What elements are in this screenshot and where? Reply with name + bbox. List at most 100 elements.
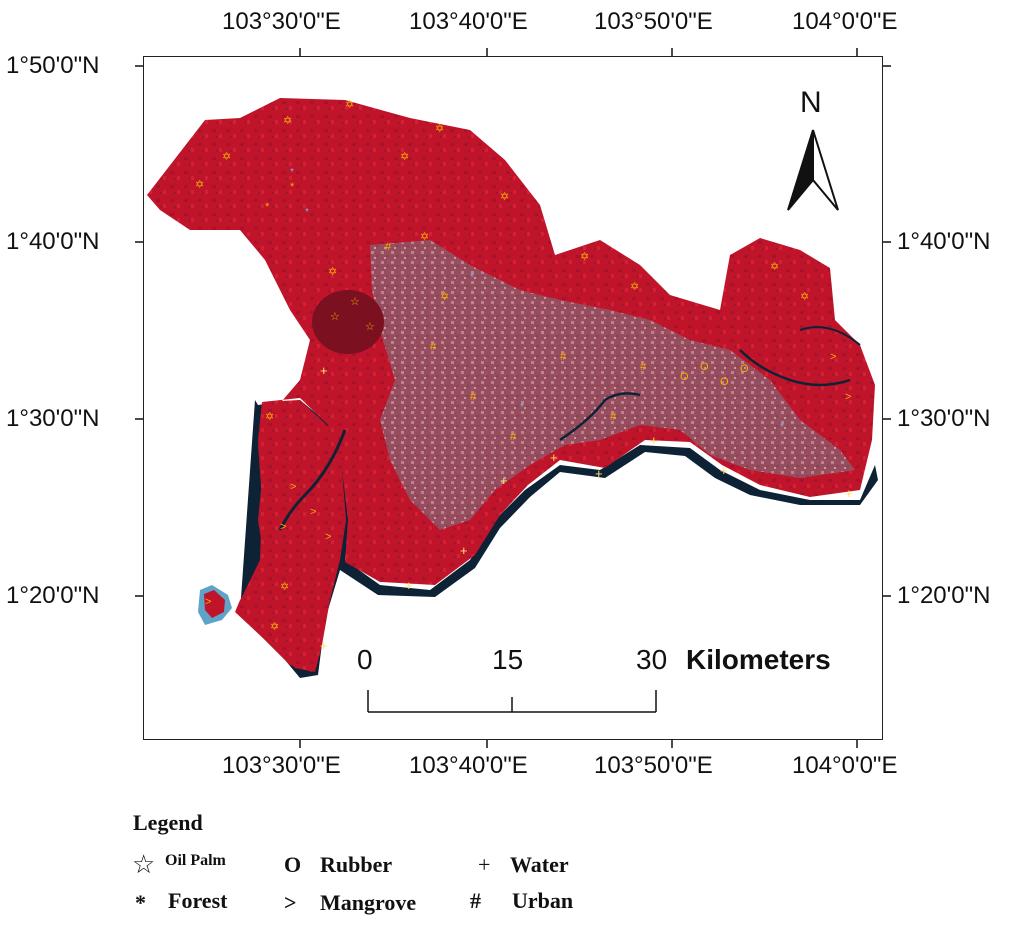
legend-label-urban: Urban bbox=[512, 888, 574, 913]
blue-point: * bbox=[305, 207, 309, 218]
water-point: + bbox=[500, 473, 508, 488]
sample-point: # bbox=[610, 411, 617, 423]
blue-point: * bbox=[290, 167, 294, 178]
water-point: + bbox=[320, 363, 328, 378]
greater-than-icon: > bbox=[284, 890, 297, 915]
sample-point: ☆ bbox=[365, 321, 375, 333]
peninsula-south-west bbox=[238, 400, 346, 672]
forest-patch bbox=[312, 290, 384, 354]
lat-label-right: 1°30'0"N bbox=[897, 405, 991, 432]
sample-point: # bbox=[470, 391, 477, 403]
sample-point: > bbox=[205, 596, 211, 608]
hash-icon: # bbox=[470, 888, 481, 913]
blue-point: * bbox=[520, 402, 524, 413]
legend-label-forest: Forest bbox=[168, 888, 228, 913]
sample-point: ☆ bbox=[350, 296, 360, 308]
sample-point: # bbox=[560, 351, 567, 363]
lat-label-right: 1°40'0"N bbox=[897, 228, 991, 255]
water-point: + bbox=[405, 578, 413, 593]
sample-point: # bbox=[385, 241, 392, 253]
sample-point: > bbox=[290, 481, 296, 493]
scale-label: 15 bbox=[492, 644, 524, 675]
legend-label-mangrove: Mangrove bbox=[320, 890, 417, 915]
sample-point: > bbox=[845, 391, 851, 403]
sample-point: ✡ bbox=[800, 291, 809, 303]
lon-label-bottom: 103°50'0"E bbox=[594, 752, 713, 779]
water-point: + bbox=[595, 466, 603, 481]
sample-points: ✡ ✡ ✡ ✡ ✡ ✡ * * ✡ ☆ ☆ ☆ ✡ # # # # # # # … bbox=[195, 99, 851, 633]
scale-label: 0 bbox=[357, 644, 373, 675]
blue-point: * bbox=[780, 422, 784, 433]
water-points: + + + + + + + + + + bbox=[320, 363, 853, 653]
lon-label-top: 103°50'0"E bbox=[594, 8, 713, 35]
water-point: + bbox=[460, 543, 468, 558]
star-outline-icon: ☆ bbox=[132, 850, 156, 879]
urban-area bbox=[370, 240, 855, 530]
legend-label-oil-palm: Oil Palm bbox=[165, 852, 226, 869]
lon-label-bottom: 103°30'0"E bbox=[222, 752, 341, 779]
sample-point: ✡ bbox=[440, 291, 449, 303]
sample-point: ✡ bbox=[580, 251, 589, 263]
lon-label-top: 103°40'0"E bbox=[409, 8, 528, 35]
plus-icon: + bbox=[478, 852, 491, 877]
sample-point: O bbox=[720, 376, 729, 388]
circle-letter-icon: O bbox=[284, 852, 302, 877]
sample-point: * bbox=[290, 181, 295, 193]
river-west bbox=[278, 429, 347, 531]
lat-label-left: 1°40'0"N bbox=[6, 228, 100, 255]
scale-bar bbox=[367, 690, 657, 713]
sample-point: ✡ bbox=[265, 411, 274, 423]
sample-point: ✡ bbox=[345, 99, 354, 111]
sample-point: ✡ bbox=[420, 231, 429, 243]
river-north-east bbox=[799, 326, 861, 346]
legend-label-water: Water bbox=[510, 852, 569, 877]
lat-label-left: 1°50'0"N bbox=[6, 52, 100, 79]
sample-point: * bbox=[265, 201, 270, 213]
sample-point: > bbox=[310, 506, 316, 518]
lon-label-bottom: 104°0'0"E bbox=[792, 752, 898, 779]
sample-point: ✡ bbox=[500, 191, 509, 203]
sample-point: ✡ bbox=[270, 621, 279, 633]
sample-point: O bbox=[740, 363, 749, 375]
scale-label: 30 bbox=[636, 644, 668, 675]
north-arrow-icon bbox=[787, 129, 839, 211]
lat-label-left: 1°20'0"N bbox=[6, 582, 100, 609]
legend-title: Legend bbox=[133, 810, 203, 835]
north-label: N bbox=[800, 86, 822, 119]
sample-point: # bbox=[640, 361, 647, 373]
lon-label-bottom: 103°40'0"E bbox=[409, 752, 528, 779]
sample-point: ✡ bbox=[222, 151, 231, 163]
blue-point: * bbox=[470, 272, 474, 283]
scale-unit: Kilometers bbox=[686, 644, 831, 675]
blue-points: * * * * * bbox=[290, 167, 784, 433]
coastline-water bbox=[240, 400, 878, 678]
legend-label-rubber: Rubber bbox=[320, 852, 393, 877]
sample-point: ☆ bbox=[330, 311, 340, 323]
sample-point: # bbox=[510, 431, 517, 443]
lon-label-top: 103°30'0"E bbox=[222, 8, 341, 35]
sample-point: O bbox=[680, 371, 689, 383]
sample-point: ✡ bbox=[283, 115, 292, 127]
water-point: + bbox=[720, 463, 728, 478]
sample-point: O bbox=[700, 361, 709, 373]
sample-point: ✡ bbox=[328, 266, 337, 278]
sample-point: ✡ bbox=[280, 581, 289, 593]
sample-point: ✡ bbox=[770, 261, 779, 273]
river-east bbox=[739, 349, 851, 387]
sample-point: ✡ bbox=[400, 151, 409, 163]
sample-point: > bbox=[280, 521, 286, 533]
sample-point: ✡ bbox=[195, 179, 204, 191]
sample-point: > bbox=[830, 351, 836, 363]
water-point: + bbox=[845, 486, 853, 501]
asterisk-icon: * bbox=[135, 890, 146, 915]
lon-label-top: 104°0'0"E bbox=[792, 8, 898, 35]
sample-point: > bbox=[325, 531, 331, 543]
water-point: + bbox=[650, 433, 658, 448]
lat-label-left: 1°30'0"N bbox=[6, 405, 100, 432]
sample-point: ✡ bbox=[630, 281, 639, 293]
graticule-ticks bbox=[135, 48, 891, 748]
water-point: + bbox=[320, 638, 328, 653]
river-central bbox=[559, 392, 641, 442]
lat-label-right: 1°20'0"N bbox=[897, 582, 991, 609]
